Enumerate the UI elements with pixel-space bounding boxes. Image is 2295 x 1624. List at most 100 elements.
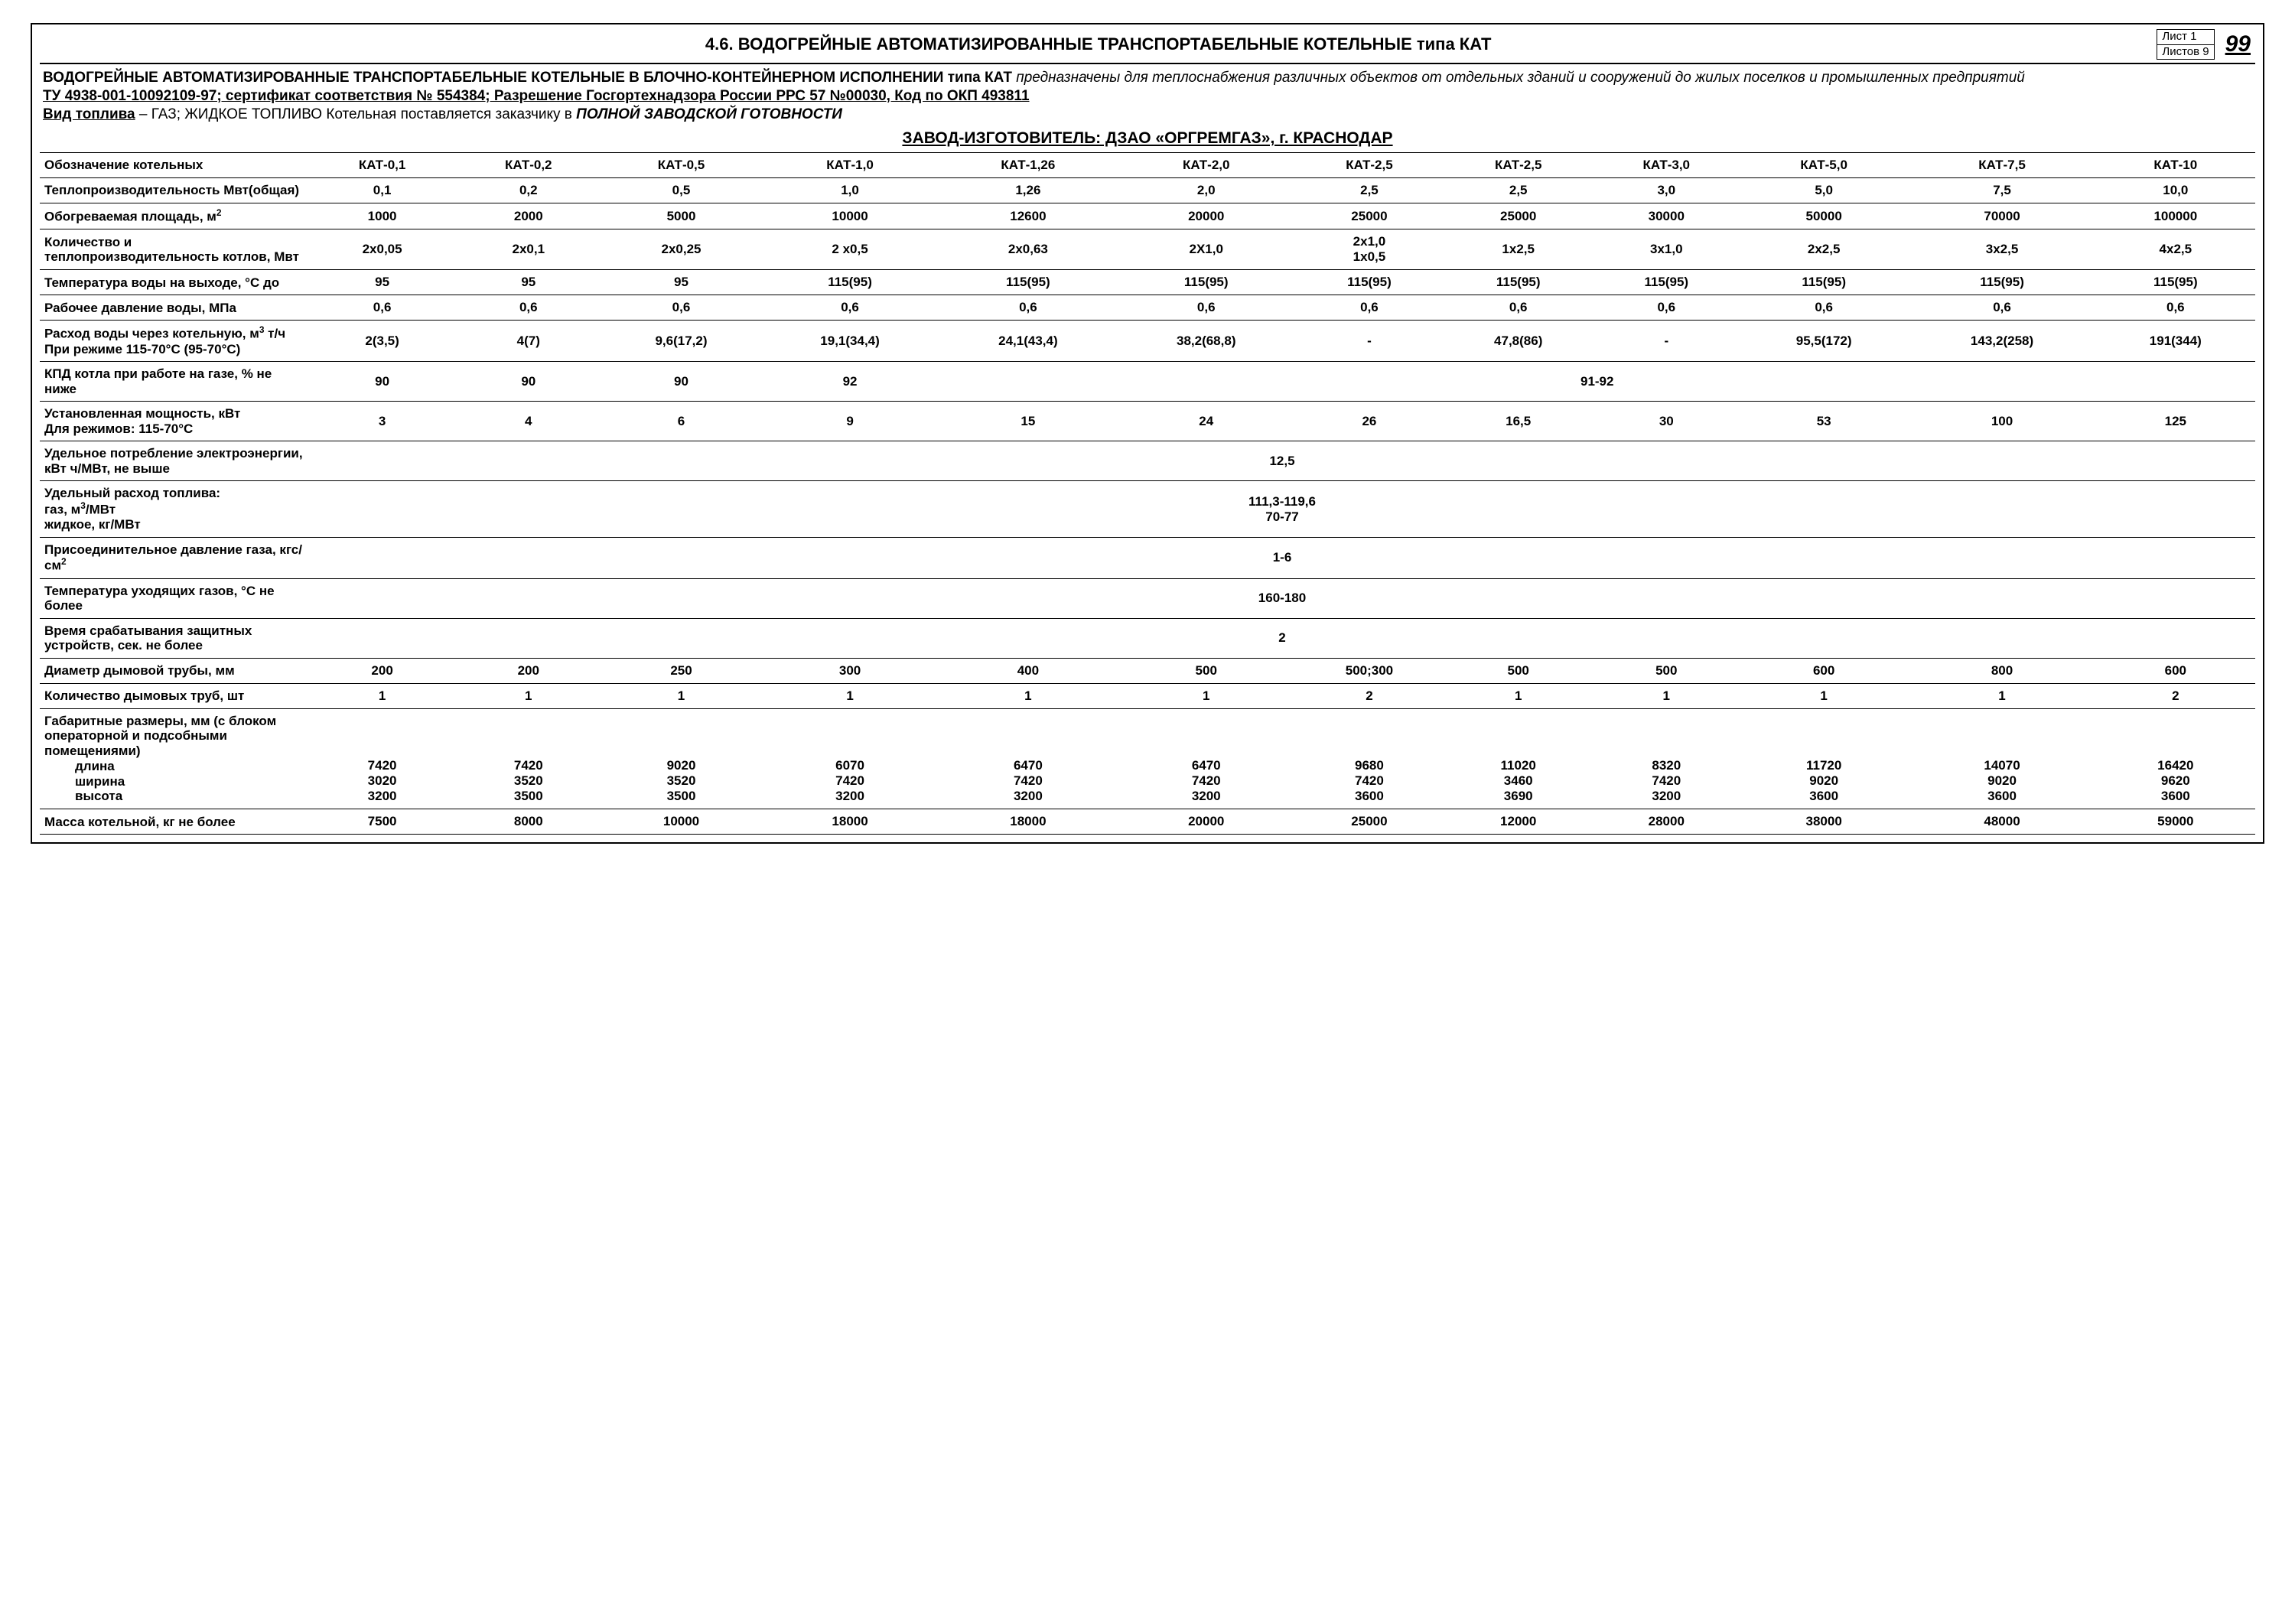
cell bbox=[1295, 708, 1444, 758]
intro-text: ВОДОГРЕЙНЫЕ АВТОМАТИЗИРОВАННЫЕ ТРАНСПОРТ… bbox=[40, 67, 2255, 128]
row-label: Температура уходящих газов, °С не более bbox=[40, 578, 309, 618]
cell: 100000 bbox=[2096, 203, 2255, 229]
cell: 7500 bbox=[309, 809, 455, 835]
table-row: КПД котла при работе на газе, % не ниже 9… bbox=[40, 362, 2255, 402]
cell: 2х0,63 bbox=[939, 229, 1117, 270]
cell: 1642096203600 bbox=[2096, 758, 2255, 809]
row-label: КПД котла при работе на газе, % не ниже bbox=[40, 362, 309, 402]
cell: 0,6 bbox=[1444, 295, 1593, 321]
sheet-box: Лист 1 Листов 9 bbox=[2157, 29, 2214, 60]
cell: 2х1,01х0,5 bbox=[1295, 229, 1444, 270]
col-11: КАТ-10 bbox=[2096, 153, 2255, 178]
cell: 600 bbox=[2096, 658, 2255, 683]
cell: 1 bbox=[1117, 683, 1295, 708]
cell: 15 bbox=[939, 402, 1117, 441]
cell: 24 bbox=[1117, 402, 1295, 441]
fuel-text: – ГАЗ; ЖИДКОЕ ТОПЛИВО Котельная поставля… bbox=[135, 106, 577, 122]
cell: 0,6 bbox=[455, 295, 601, 321]
cell: 742035203500 bbox=[455, 758, 601, 809]
cell bbox=[309, 708, 455, 758]
cell: 968074203600 bbox=[1295, 758, 1444, 809]
cell: 115(95) bbox=[1908, 270, 2095, 295]
cell: 9,6(17,2) bbox=[601, 321, 760, 362]
cell: 3х1,0 bbox=[1593, 229, 1740, 270]
cell: 95,5(172) bbox=[1740, 321, 1909, 362]
table-row: Рабочее давление воды, МПа0,60,60,60,60,… bbox=[40, 295, 2255, 321]
cell: 2,5 bbox=[1295, 178, 1444, 203]
cell: 30000 bbox=[1593, 203, 1740, 229]
cell: 38,2(68,8) bbox=[1117, 321, 1295, 362]
cell bbox=[1593, 708, 1740, 758]
intro-bold: ВОДОГРЕЙНЫЕ АВТОМАТИЗИРОВАННЫЕ ТРАНСПОРТ… bbox=[43, 70, 1012, 86]
header-row: Обозначение котельных КАТ-0,1 КАТ-0,2 КА… bbox=[40, 153, 2255, 178]
col-0: КАТ-0,1 bbox=[309, 153, 455, 178]
row-label: Рабочее давление воды, МПа bbox=[40, 295, 309, 321]
cell: 10000 bbox=[761, 203, 939, 229]
cell: 20000 bbox=[1117, 203, 1295, 229]
cell: 0,1 bbox=[309, 178, 455, 203]
cell: 902035203500 bbox=[601, 758, 760, 809]
cell: 1 bbox=[1740, 683, 1909, 708]
cell: 3,0 bbox=[1593, 178, 1740, 203]
cell bbox=[455, 708, 601, 758]
cell: 2х0,05 bbox=[309, 229, 455, 270]
cell: 92 bbox=[761, 362, 939, 402]
cell: 2000 bbox=[455, 203, 601, 229]
cell: 0,6 bbox=[601, 295, 760, 321]
col-4: КАТ-1,26 bbox=[939, 153, 1117, 178]
cell: 4(7) bbox=[455, 321, 601, 362]
cell: 143,2(258) bbox=[1908, 321, 2095, 362]
row-label: Количество и теплопроизводительность кот… bbox=[40, 229, 309, 270]
cell: - bbox=[1295, 321, 1444, 362]
cell: 200 bbox=[309, 658, 455, 683]
cell: 90 bbox=[455, 362, 601, 402]
cell: 24,1(43,4) bbox=[939, 321, 1117, 362]
cell: 500;300 bbox=[1295, 658, 1444, 683]
cell: 200 bbox=[455, 658, 601, 683]
cell bbox=[2096, 708, 2255, 758]
table-row: Присоединительное давление газа, кгс/см2… bbox=[40, 537, 2255, 578]
table-row: Обогреваемая площадь, м21000200050001000… bbox=[40, 203, 2255, 229]
spec-table: Обозначение котельных КАТ-0,1 КАТ-0,2 КА… bbox=[40, 152, 2255, 835]
cell: 53 bbox=[1740, 402, 1909, 441]
cell: 10,0 bbox=[2096, 178, 2255, 203]
cell: 50000 bbox=[1740, 203, 1909, 229]
cell: 1 bbox=[455, 683, 601, 708]
merged-cell: 2 bbox=[309, 618, 2255, 658]
cell: 115(95) bbox=[2096, 270, 2255, 295]
cell: 25000 bbox=[1295, 809, 1444, 835]
cell: 300 bbox=[761, 658, 939, 683]
cell: 47,8(86) bbox=[1444, 321, 1593, 362]
cell: 115(95) bbox=[1117, 270, 1295, 295]
intro-italic: предназначены для теплоснабжения различн… bbox=[1012, 70, 2025, 86]
cell: 1,26 bbox=[939, 178, 1117, 203]
table-row: Расход воды через котельную, м3 т/чПри р… bbox=[40, 321, 2255, 362]
cell: 115(95) bbox=[1295, 270, 1444, 295]
cell: 18000 bbox=[939, 809, 1117, 835]
cell: 38000 bbox=[1740, 809, 1909, 835]
table-row: Установленная мощность, кВтДля режимов: … bbox=[40, 402, 2255, 441]
col-1: КАТ-0,2 bbox=[455, 153, 601, 178]
cell: 2Х1,0 bbox=[1117, 229, 1295, 270]
cell: 0,6 bbox=[309, 295, 455, 321]
cell bbox=[601, 708, 760, 758]
merged-cell: 1-6 bbox=[309, 537, 2255, 578]
row-label: Обогреваемая площадь, м2 bbox=[40, 203, 309, 229]
merged-cell: 160-180 bbox=[309, 578, 2255, 618]
cell: 742030203200 bbox=[309, 758, 455, 809]
cell: 1 bbox=[761, 683, 939, 708]
table-row: Температура воды на выходе, °С до9595951… bbox=[40, 270, 2255, 295]
page-frame: 4.6. ВОДОГРЕЙНЫЕ АВТОМАТИЗИРОВАННЫЕ ТРАН… bbox=[31, 23, 2264, 844]
cell: 12000 bbox=[1444, 809, 1593, 835]
cell: 2 bbox=[1295, 683, 1444, 708]
cell: 500 bbox=[1117, 658, 1295, 683]
cell bbox=[1908, 708, 2095, 758]
cell: 115(95) bbox=[1593, 270, 1740, 295]
cell: 600 bbox=[1740, 658, 1909, 683]
cell: 18000 bbox=[761, 809, 939, 835]
cell: 9 bbox=[761, 402, 939, 441]
cell: 832074203200 bbox=[1593, 758, 1740, 809]
cell: 95 bbox=[455, 270, 601, 295]
cell: 2х0,1 bbox=[455, 229, 601, 270]
row-label: Установленная мощность, кВтДля режимов: … bbox=[40, 402, 309, 441]
